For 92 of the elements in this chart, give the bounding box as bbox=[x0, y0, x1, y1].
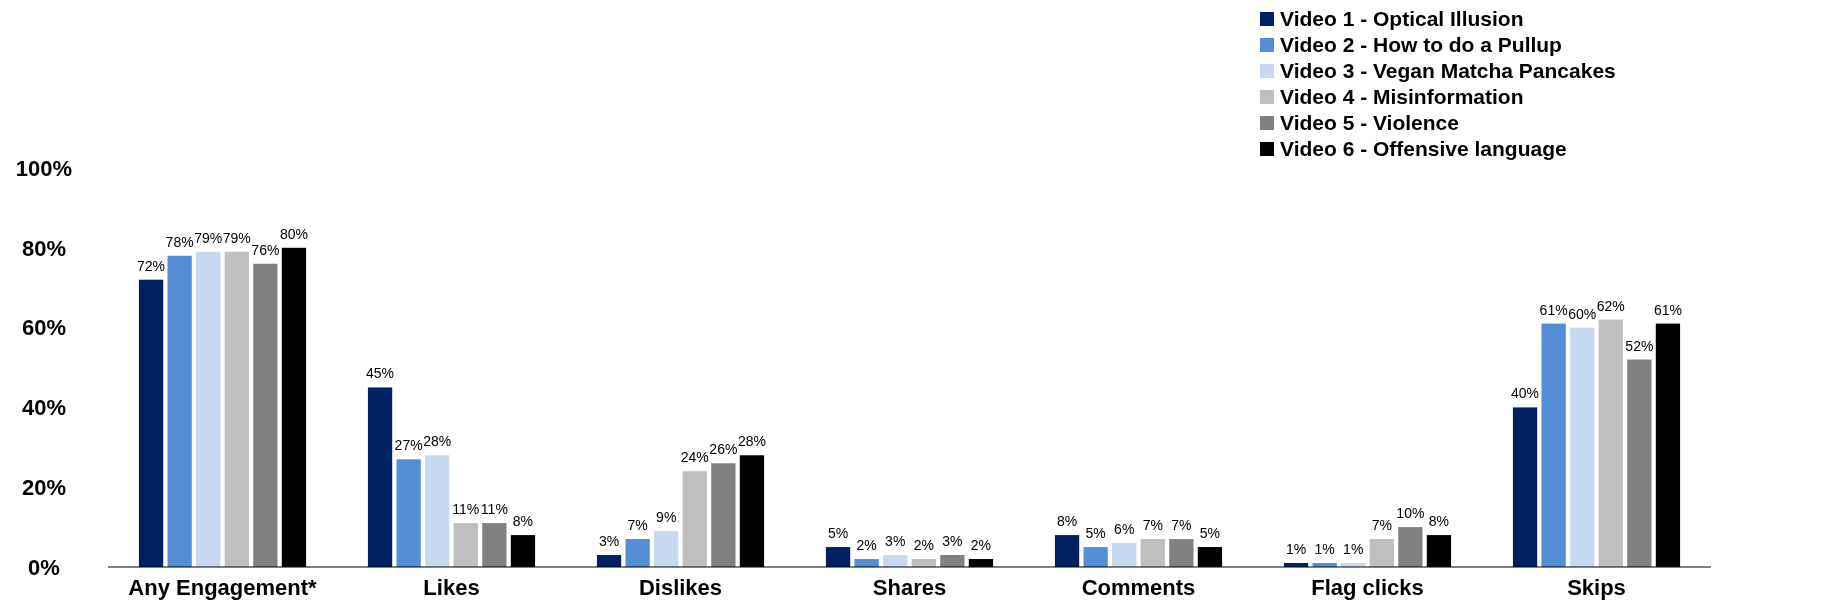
bar bbox=[1512, 407, 1538, 567]
data-label: 78% bbox=[165, 233, 194, 250]
bar bbox=[453, 523, 478, 567]
bar bbox=[940, 555, 965, 567]
data-label: 11% bbox=[480, 501, 508, 518]
data-label: 26% bbox=[709, 441, 738, 458]
bar bbox=[883, 555, 908, 567]
bar bbox=[482, 523, 507, 567]
data-label: 5% bbox=[1085, 525, 1106, 542]
bar bbox=[1541, 323, 1566, 567]
bar bbox=[682, 471, 707, 567]
data-label: 10% bbox=[1396, 505, 1425, 522]
legend-label: Video 1 - Optical Illusion bbox=[1280, 7, 1524, 31]
bar bbox=[224, 251, 249, 567]
bar bbox=[1083, 547, 1108, 567]
x-tick-label: Shares bbox=[872, 575, 947, 600]
bar bbox=[854, 559, 879, 567]
data-label: 6% bbox=[1114, 521, 1135, 538]
y-tick-label: 60% bbox=[21, 315, 67, 341]
bar bbox=[1570, 327, 1595, 567]
bar bbox=[138, 279, 164, 567]
bar bbox=[425, 455, 450, 567]
data-label: 7% bbox=[1371, 517, 1392, 534]
data-label: 1% bbox=[1285, 541, 1307, 558]
data-label: 7% bbox=[1171, 517, 1192, 534]
data-label: 80% bbox=[279, 225, 308, 242]
bar bbox=[711, 463, 736, 567]
data-label: 79% bbox=[222, 229, 251, 246]
bar bbox=[825, 547, 851, 567]
x-tick-label: Likes bbox=[423, 575, 480, 600]
bar bbox=[1627, 359, 1652, 567]
x-tick-label: Comments bbox=[1081, 575, 1196, 600]
data-label: 24% bbox=[680, 449, 709, 466]
bar bbox=[1169, 539, 1194, 567]
bar bbox=[1369, 539, 1394, 567]
legend-label: Video 6 - Offensive language bbox=[1280, 137, 1567, 161]
legend-label: Video 5 - Violence bbox=[1280, 111, 1459, 135]
bar bbox=[253, 263, 278, 567]
data-label: 2% bbox=[856, 537, 877, 554]
data-label: 2% bbox=[970, 537, 992, 554]
bar bbox=[1140, 539, 1165, 567]
data-label: 5% bbox=[1199, 525, 1221, 542]
data-label: 7% bbox=[627, 517, 648, 534]
y-tick-label: 100% bbox=[15, 155, 73, 181]
data-label: 7% bbox=[1142, 517, 1163, 534]
y-tick-label: 40% bbox=[21, 395, 67, 421]
bar bbox=[1112, 543, 1137, 567]
bar bbox=[596, 555, 622, 567]
y-tick-label: 80% bbox=[21, 235, 67, 261]
data-label: 2% bbox=[913, 537, 934, 554]
y-tick-label: 0% bbox=[28, 554, 60, 580]
data-label: 76% bbox=[251, 241, 280, 258]
data-label: 61% bbox=[1539, 301, 1568, 318]
data-label: 28% bbox=[737, 433, 766, 450]
data-label: 72% bbox=[137, 257, 166, 274]
bar bbox=[1398, 527, 1423, 567]
data-label: 11% bbox=[452, 501, 480, 518]
x-tick-label: Flag clicks bbox=[1311, 575, 1424, 600]
data-label: 8% bbox=[512, 513, 534, 530]
data-label: 79% bbox=[194, 229, 223, 246]
data-label: 5% bbox=[827, 525, 849, 542]
data-label: 27% bbox=[394, 437, 423, 454]
legend-label: Video 3 - Vegan Matcha Pancakes bbox=[1280, 59, 1616, 83]
data-label: 1% bbox=[1314, 541, 1335, 558]
data-label: 3% bbox=[598, 533, 620, 550]
x-tick-label: Dislikes bbox=[638, 575, 723, 600]
data-label: 8% bbox=[1056, 513, 1078, 530]
legend-label: Video 2 - How to do a Pullup bbox=[1280, 33, 1562, 57]
bar bbox=[167, 255, 192, 567]
y-tick-label: 20% bbox=[21, 474, 67, 500]
data-label: 1% bbox=[1343, 541, 1364, 558]
data-label: 3% bbox=[885, 533, 906, 550]
bar bbox=[1054, 535, 1080, 567]
data-label: 62% bbox=[1596, 297, 1625, 314]
x-tick-label: Skips bbox=[1567, 575, 1626, 600]
data-label: 61% bbox=[1653, 301, 1682, 318]
bar bbox=[654, 531, 679, 567]
data-label: 28% bbox=[423, 433, 452, 450]
bar bbox=[396, 459, 421, 567]
bar bbox=[1598, 319, 1623, 567]
data-label: 60% bbox=[1568, 305, 1597, 322]
data-label: 40% bbox=[1511, 385, 1540, 402]
data-label: 9% bbox=[656, 509, 677, 526]
x-tick-label: Any Engagement* bbox=[128, 575, 318, 600]
bar bbox=[367, 387, 393, 567]
data-label: 3% bbox=[942, 533, 963, 550]
legend-label: Video 4 - Misinformation bbox=[1280, 85, 1524, 109]
data-label: 8% bbox=[1428, 513, 1450, 530]
bar bbox=[625, 539, 650, 567]
data-label: 45% bbox=[366, 365, 395, 382]
bar bbox=[196, 251, 221, 567]
data-label: 52% bbox=[1625, 337, 1654, 354]
